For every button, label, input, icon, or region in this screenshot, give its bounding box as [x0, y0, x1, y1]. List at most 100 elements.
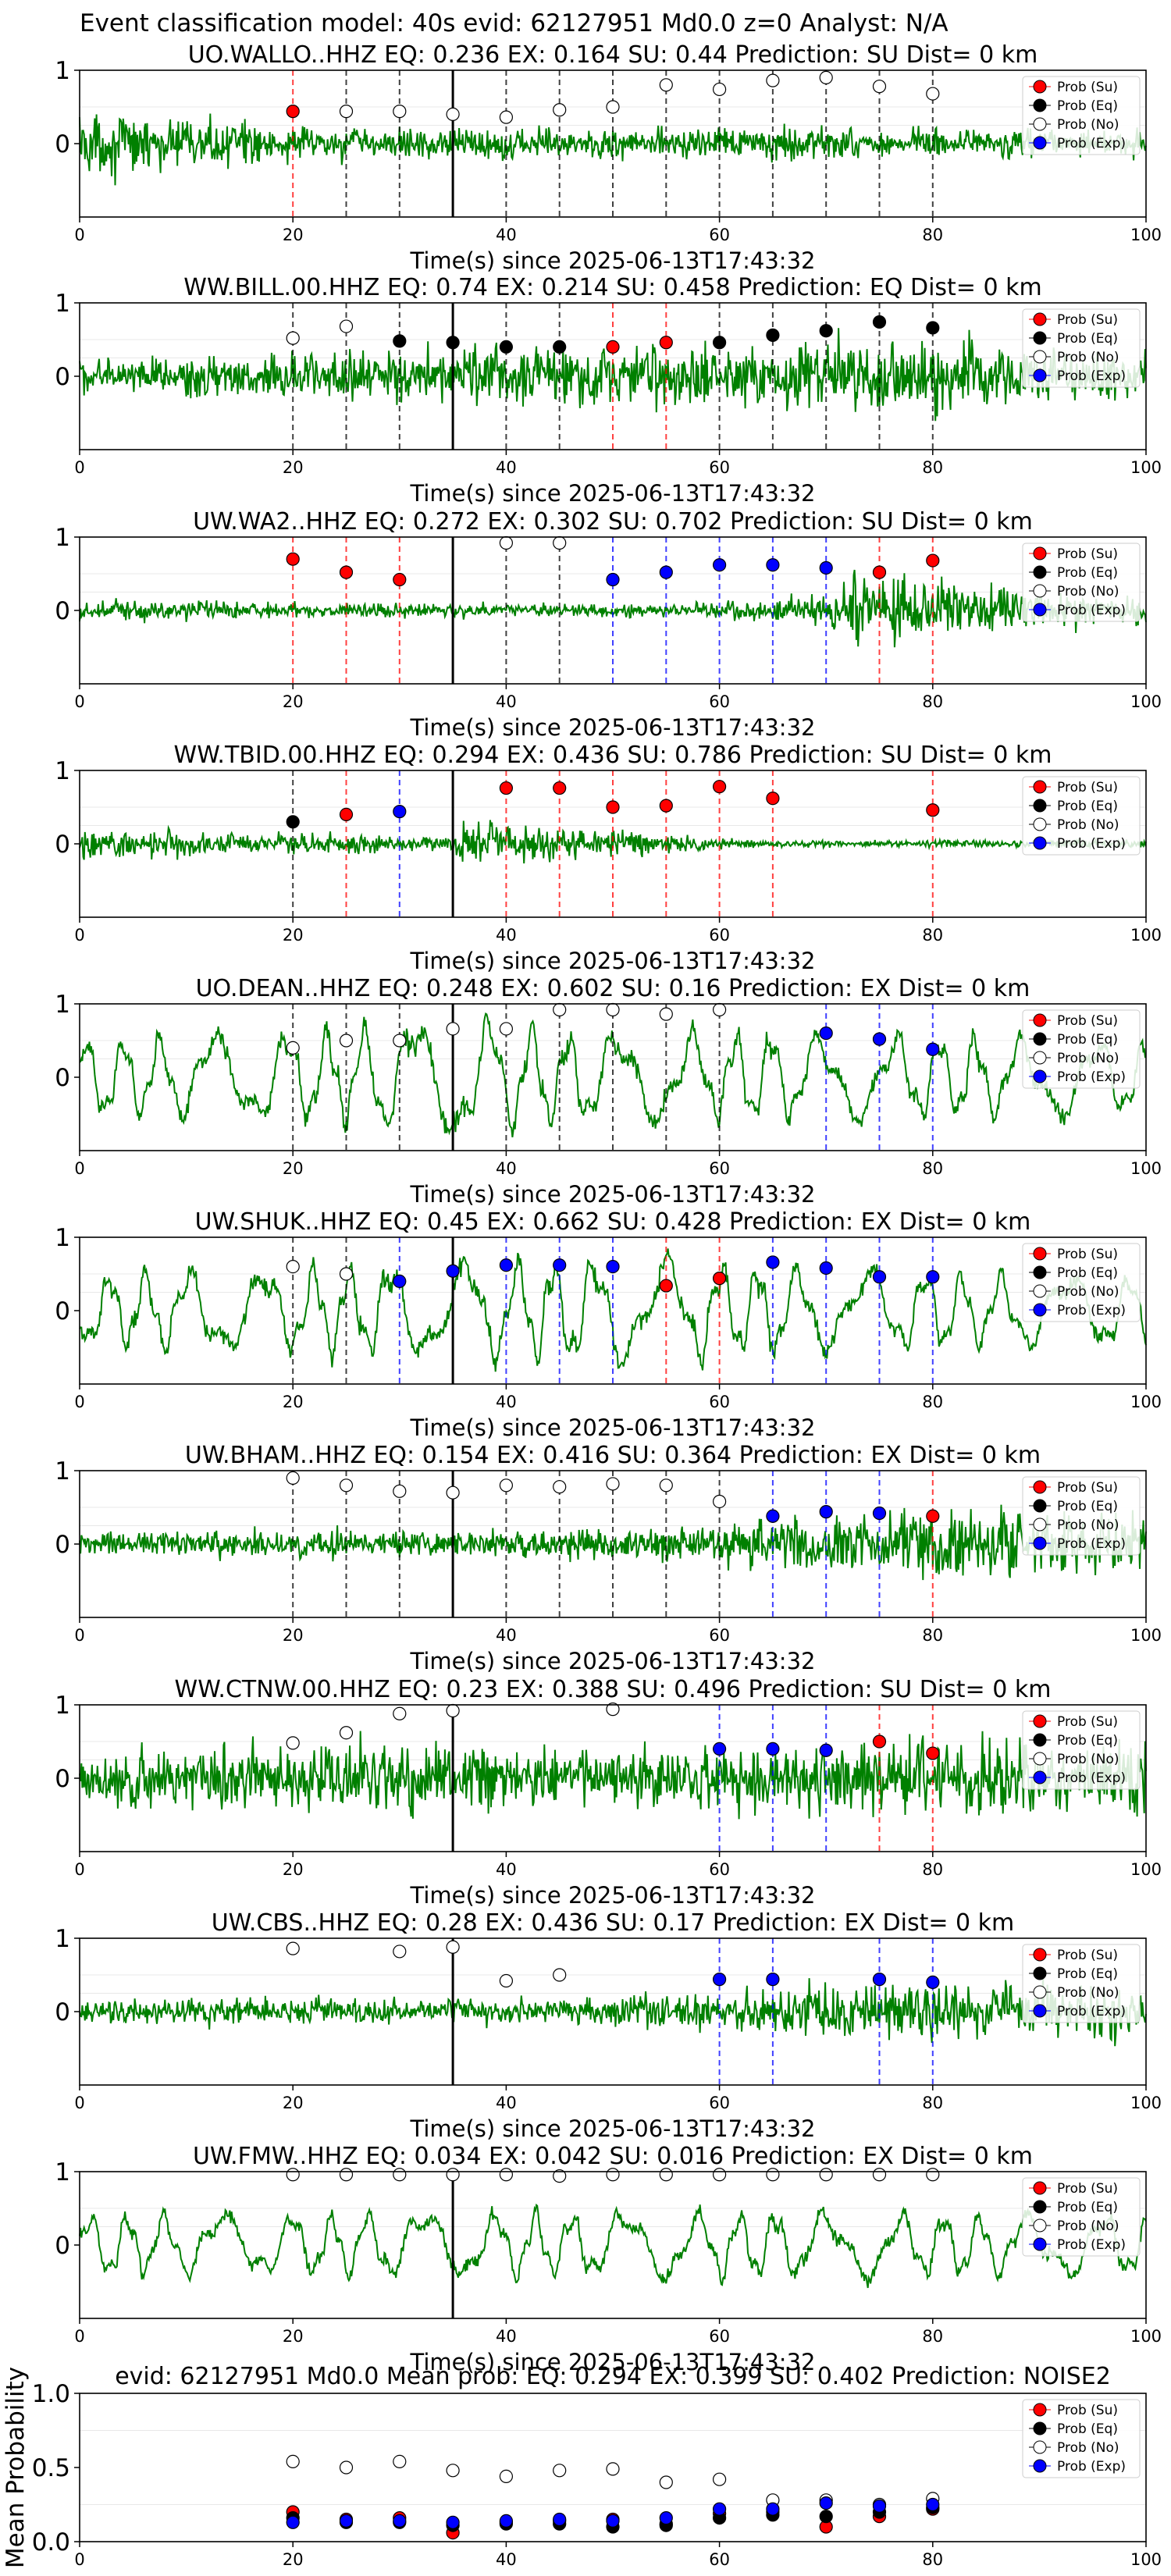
x-axis-label: Time(s) since 2025-06-13T17:43:32: [410, 1181, 816, 1208]
prob-marker-su: [926, 1509, 940, 1523]
prob-marker-exp: [872, 1506, 887, 1521]
legend: Prob (Su) Prob (Eq) Prob (No) Prob (Exp): [1022, 1476, 1141, 1556]
x-axis-label: Time(s) since 2025-06-13T17:43:32: [410, 1414, 816, 1441]
prob-marker-exp: [766, 1509, 780, 1523]
x-tick-label: 40: [496, 1159, 517, 1178]
legend-label-eq: Prob (Eq): [1057, 1032, 1118, 1048]
prob-marker-su: [286, 552, 300, 566]
prob-marker-exp: [393, 805, 407, 819]
prob-marker-no: [872, 80, 887, 94]
y-tick-label: 0: [55, 597, 70, 625]
prob-marker-exp: [872, 1270, 887, 1284]
panel-title: UW.WA2..HHZ EQ: 0.272 EX: 0.302 SU: 0.70…: [193, 508, 1033, 535]
x-tick-label: 40: [496, 1626, 517, 1645]
x-tick-label: 20: [283, 2094, 304, 2112]
panel-title: WW.TBID.00.HHZ EQ: 0.294 EX: 0.436 SU: 0…: [174, 742, 1052, 769]
x-tick-label: 0: [74, 226, 84, 244]
mean-prob-point-exp: [819, 2496, 833, 2510]
x-tick-label: 100: [1130, 2094, 1162, 2112]
prob-marker-no: [339, 2168, 354, 2182]
prob-marker-su: [339, 807, 354, 822]
x-tick-label: 80: [922, 226, 943, 244]
mean-prob-point-exp: [926, 2497, 940, 2512]
legend-label-su: Prob (Su): [1057, 2181, 1118, 2197]
mean-prob-point-no: [446, 2464, 460, 2478]
y-tick-label: 0.0: [32, 2528, 70, 2556]
legend-label-no: Prob (No): [1057, 1284, 1119, 1300]
legend-marker-exp: [1033, 1303, 1047, 1317]
x-tick-label: 0: [74, 926, 84, 945]
prob-marker-exp: [553, 1258, 567, 1272]
x-tick-label: 0: [74, 1393, 84, 1411]
waveform: [79, 1731, 1147, 1820]
legend-marker-exp: [1033, 2237, 1047, 2251]
waveform: [79, 1974, 1147, 2047]
legend: Prob (Su) Prob (Eq) Prob (No) Prob (Exp): [1022, 76, 1141, 155]
x-tick-label: 60: [709, 1393, 730, 1411]
prob-marker-eq: [819, 324, 833, 338]
prob-marker-no: [553, 2169, 567, 2183]
legend-marker-exp: [1033, 603, 1047, 617]
prob-marker-exp: [819, 1505, 833, 1519]
x-tick-label: 80: [922, 692, 943, 711]
prob-marker-eq: [499, 340, 514, 354]
prob-marker-su: [339, 565, 354, 579]
panel-title: UW.SHUK..HHZ EQ: 0.45 EX: 0.662 SU: 0.42…: [195, 1208, 1031, 1236]
legend-label-exp: Prob (Exp): [1057, 136, 1126, 151]
legend-frame: [1022, 1476, 1141, 1556]
x-tick-label: 20: [283, 1393, 304, 1411]
legend-marker-su: [1033, 780, 1047, 794]
legend-frame: [1022, 76, 1141, 155]
prob-marker-exp: [926, 1270, 940, 1284]
mean-prob-point-no: [393, 2454, 407, 2468]
x-tick-label: 40: [496, 1860, 517, 1879]
legend-label-no: Prob (No): [1057, 1752, 1119, 1767]
prob-marker-exp: [819, 1743, 833, 1757]
prob-marker-no: [553, 1968, 567, 1982]
legend-label-eq: Prob (Eq): [1057, 2421, 1118, 2437]
prob-marker-su: [659, 336, 673, 350]
panel-title: UW.FMW..HHZ EQ: 0.034 EX: 0.042 SU: 0.01…: [193, 2143, 1033, 2170]
x-tick-label: 0: [74, 2094, 84, 2112]
legend-marker-su: [1033, 1247, 1047, 1261]
legend-label-exp: Prob (Exp): [1057, 368, 1126, 384]
legend-label-exp: Prob (Exp): [1057, 1303, 1126, 1318]
prob-marker-exp: [766, 1255, 780, 1269]
x-tick-label: 0: [74, 1626, 84, 1645]
panel-plot-area: [79, 303, 1147, 450]
prob-marker-exp: [819, 560, 833, 575]
prob-marker-su: [606, 800, 620, 814]
prob-marker-no: [659, 1007, 673, 1021]
x-tick-label: 20: [283, 2550, 304, 2569]
prob-marker-no: [499, 110, 514, 124]
mean-prob-point-no: [286, 2454, 300, 2468]
y-axis-label: Mean Probability: [2, 2367, 30, 2568]
legend-marker-su: [1033, 2181, 1047, 2195]
x-tick-label: 80: [922, 2550, 943, 2569]
legend-marker-eq: [1033, 1966, 1047, 1980]
legend: Prob (Su) Prob (Eq) Prob (No) Prob (Exp): [1022, 776, 1141, 856]
prob-marker-exp: [926, 1975, 940, 1989]
y-tick-label: 0: [55, 1998, 70, 2026]
prob-marker-no: [286, 1736, 300, 1750]
prob-marker-su: [926, 553, 940, 568]
prob-marker-no: [659, 2168, 673, 2182]
legend-frame: [1022, 2399, 1141, 2478]
mean-prob-point-exp: [872, 2499, 887, 2513]
x-axis-label: Time(s) since 2025-06-13T17:43:32: [410, 714, 816, 741]
prob-marker-no: [606, 1002, 620, 1017]
x-tick-label: 0: [74, 2550, 84, 2569]
prob-marker-exp: [872, 1032, 887, 1046]
prob-marker-no: [339, 1478, 354, 1493]
prob-marker-exp: [499, 1258, 514, 1272]
legend-label-su: Prob (Su): [1057, 1480, 1118, 1496]
y-tick-label: 1.0: [32, 2380, 70, 2408]
legend-marker-exp: [1033, 2004, 1047, 2018]
prob-marker-su: [553, 781, 567, 795]
prob-marker-no: [393, 1706, 407, 1720]
prob-marker-exp: [606, 572, 620, 587]
legend-frame: [1022, 1009, 1141, 1089]
x-axis-label: Time(s) since 2025-06-13T17:43:32: [410, 480, 816, 507]
prob-marker-exp: [819, 1026, 833, 1041]
mean-prob-point-no: [553, 2464, 567, 2478]
